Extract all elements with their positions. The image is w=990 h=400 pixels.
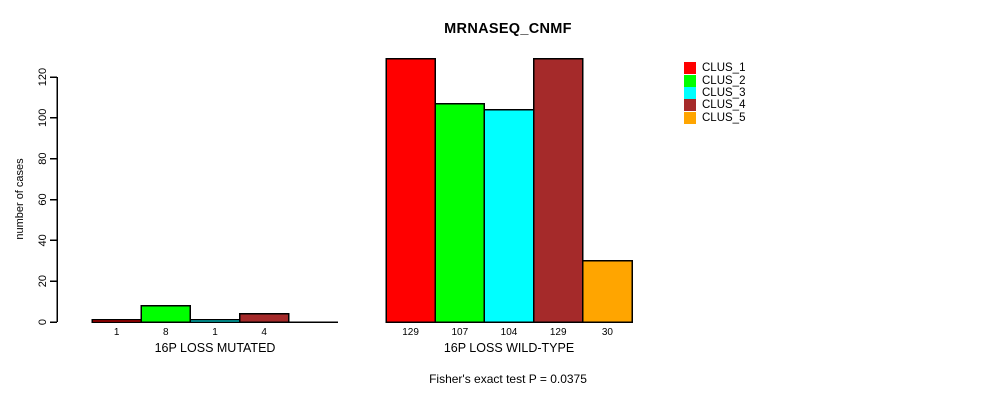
bar-value-label: 1 — [212, 327, 218, 338]
chart-title: MRNASEQ_CNMF — [444, 21, 572, 37]
bar-clus_2-wildtype — [434, 102, 486, 323]
bar-value-label: 104 — [501, 327, 518, 338]
legend-swatch-clus_2 — [684, 74, 696, 87]
bar-clus_3-wildtype — [483, 108, 535, 323]
legend-item: CLUS_2 — [684, 74, 746, 87]
legend-item: CLUS_4 — [684, 99, 746, 112]
y-tick-label: 80 — [37, 153, 49, 165]
bar-value-label: 30 — [602, 327, 614, 338]
legend-label: CLUS_5 — [702, 111, 746, 124]
bar-clus_4-mutated — [238, 313, 290, 323]
bar-value-label: 129 — [402, 327, 419, 338]
bar-value-label: 8 — [163, 327, 169, 338]
y-tick-label: 100 — [37, 109, 49, 127]
y-tick-label: 60 — [37, 193, 49, 205]
legend-swatch-clus_5 — [684, 111, 696, 124]
bar-value-label: 1 — [114, 327, 120, 338]
legend-label: CLUS_4 — [702, 99, 746, 112]
x-group-label-wildtype: 16P LOSS WILD-TYPE — [443, 341, 575, 355]
y-tick-label: 120 — [37, 68, 49, 86]
fisher-test-annotation: Fisher's exact test P = 0.0375 — [429, 372, 587, 386]
x-group-label-mutated: 16P LOSS MUTATED — [154, 341, 276, 355]
legend-swatch-clus_1 — [684, 62, 696, 75]
legend: CLUS_1 CLUS_2 CLUS_3 CLUS_4 CLUS_5 — [684, 62, 745, 124]
y-tick-label: 0 — [37, 319, 49, 325]
legend-item: CLUS_5 — [684, 111, 746, 124]
y-tick-label: 40 — [37, 234, 49, 246]
bar-clus_3-mutated — [189, 319, 241, 323]
legend-label: CLUS_3 — [702, 86, 746, 99]
bar-clus_2-mutated — [140, 304, 192, 323]
legend-swatch-clus_3 — [684, 86, 696, 99]
bar-value-label: 129 — [550, 327, 567, 338]
bar-clus_1-mutated — [91, 319, 142, 323]
legend-label: CLUS_2 — [702, 74, 746, 87]
legend-label: CLUS_1 — [702, 62, 746, 75]
legend-item: CLUS_1 — [684, 62, 746, 75]
legend-item: CLUS_3 — [684, 86, 746, 99]
bar-clus_5-wildtype — [582, 260, 633, 323]
legend-swatch-clus_4 — [684, 99, 696, 112]
bar-clus_4-wildtype — [532, 57, 584, 323]
bar-value-label: 107 — [451, 327, 468, 338]
bar-value-label: 4 — [261, 327, 267, 338]
y-tick-label: 20 — [37, 275, 49, 287]
bar-clus_1-wildtype — [385, 57, 436, 323]
